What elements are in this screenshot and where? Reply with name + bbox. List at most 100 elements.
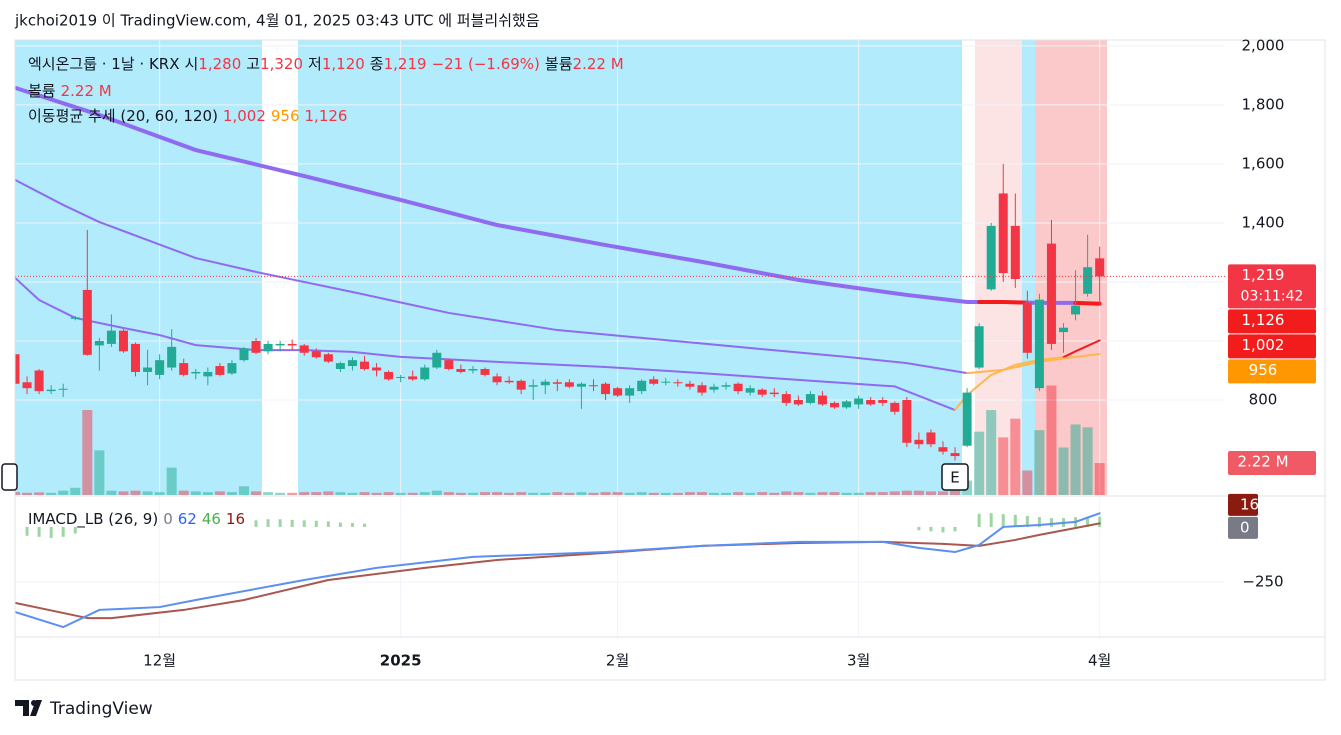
price-tag <box>1228 264 1316 309</box>
candle-body <box>1059 327 1069 333</box>
macd-value: 16 <box>225 510 246 528</box>
volume-bar <box>853 492 864 495</box>
volume-bar <box>817 492 828 495</box>
label: IMACD_LB (26, 9) <box>28 510 159 528</box>
volume-bar <box>612 492 623 495</box>
volume-bar <box>528 492 539 495</box>
ohlc-value: 1,219 <box>383 55 427 73</box>
histogram-bar <box>338 522 342 527</box>
volume-bar <box>130 490 141 495</box>
histogram-bar <box>350 522 354 527</box>
volume-bar <box>745 492 756 495</box>
volume-bar <box>576 492 587 495</box>
candle-body <box>263 343 273 352</box>
candle-body <box>540 381 550 386</box>
logo <box>15 700 42 716</box>
candle-body <box>46 389 56 392</box>
candle-body <box>1083 267 1093 294</box>
marker-box <box>1 463 18 491</box>
frame <box>14 39 1326 681</box>
price-tag-label: 16 <box>1240 495 1259 513</box>
price-tag-label: 956 <box>1249 361 1278 379</box>
label: 볼륨 <box>28 82 56 100</box>
volume-bar <box>540 492 551 495</box>
histogram-bar <box>1013 514 1017 527</box>
histogram-bar <box>977 513 981 527</box>
candle-body <box>528 385 538 387</box>
volume-bar <box>251 491 262 495</box>
line <box>1062 339 1101 359</box>
ma-value: 956 <box>270 107 300 125</box>
candle-body <box>432 352 442 368</box>
y-tick-label: 1,400 <box>1242 213 1285 231</box>
ohlc-label: 종 <box>369 55 384 73</box>
candle-body <box>323 354 333 362</box>
histogram-bar <box>37 526 41 537</box>
marker-text: E <box>950 469 959 487</box>
candle-body <box>576 383 586 387</box>
histogram-bar <box>302 520 306 527</box>
price-tag <box>1228 309 1316 334</box>
candle-body <box>360 361 370 370</box>
histogram-bar <box>1049 518 1053 527</box>
candle-body <box>347 360 357 367</box>
volume-bar <box>986 410 997 495</box>
candle-body <box>601 383 611 395</box>
candle-body <box>408 376 418 380</box>
candle-body <box>167 346 177 368</box>
candle-body <box>637 380 647 392</box>
volume-bar <box>1046 385 1057 495</box>
volume-bar <box>190 491 201 495</box>
macd-value: 46 <box>201 510 221 528</box>
volume-bar <box>709 492 720 495</box>
candle-body <box>613 388 623 396</box>
candle-body <box>239 348 249 361</box>
volume-bar <box>648 492 659 495</box>
volume-bar <box>841 492 852 495</box>
volume-bar <box>552 492 563 495</box>
histogram-bar <box>1037 517 1041 527</box>
tags: 1,219 03:11:42 1,126 1,002 956 2.22 M 0 16 <box>1228 264 1316 539</box>
volume-bar <box>238 486 249 495</box>
candle-body <box>335 363 345 370</box>
histogram-bar <box>917 526 921 531</box>
candle-body <box>673 382 683 384</box>
volume-bar <box>275 492 286 495</box>
legend-ma: 이동평균 추세 (20, 60, 120) 1,002 956 1,126 <box>28 105 352 126</box>
candle-body <box>118 330 128 352</box>
price-tag-label: 1,219 <box>1242 266 1285 284</box>
volume-bar <box>22 492 33 495</box>
candle-body <box>854 398 864 405</box>
candle-body <box>1010 225 1020 280</box>
volume-bar <box>226 492 237 495</box>
candle-body <box>817 395 827 405</box>
volume-bar <box>383 492 394 495</box>
volume-layer <box>15 385 1105 495</box>
candle-body <box>131 343 141 372</box>
histogram-bar <box>1086 516 1090 527</box>
candle-body <box>661 381 671 383</box>
zone <box>15 40 262 495</box>
histogram-bar <box>989 513 993 527</box>
label: 이동평균 추세 (20, 60, 120) <box>28 107 218 125</box>
candle-body <box>902 399 912 443</box>
price-tag <box>1228 451 1316 476</box>
candle-body <box>311 351 321 358</box>
candle-body <box>396 376 406 378</box>
volume-bar <box>600 492 611 495</box>
volume-bar <box>407 492 418 495</box>
volume-bar <box>154 492 165 495</box>
price-tag-label: 1,002 <box>1242 336 1285 354</box>
volume-bar <box>335 492 346 495</box>
volume-bar <box>769 492 780 495</box>
y-tick-label: 1,800 <box>1242 95 1285 113</box>
candle-body <box>516 380 526 390</box>
histogram-bar <box>1025 515 1029 527</box>
footer: TradingView <box>49 699 153 719</box>
volume-bar <box>492 492 503 495</box>
candle-body <box>962 392 972 446</box>
volume-bar <box>371 492 382 495</box>
candle-body <box>769 392 779 395</box>
histogram-bar <box>266 519 270 527</box>
